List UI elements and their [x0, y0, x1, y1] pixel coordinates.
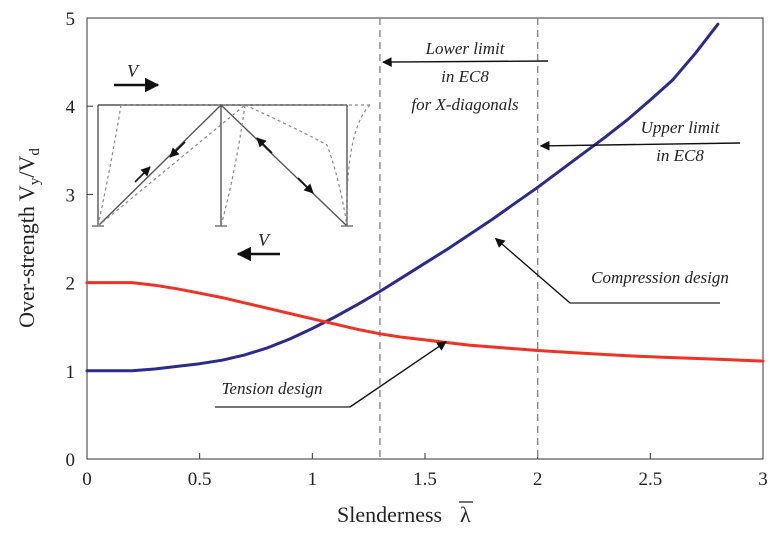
- annotation-1-arrow: [381, 57, 549, 67]
- y-tick-label: 1: [66, 362, 76, 383]
- y-axis-math-sub2: d: [27, 148, 43, 156]
- y-tick-label: 4: [66, 97, 76, 118]
- series-line-compression: [85, 22, 720, 373]
- x-tick-label: 0: [82, 469, 92, 490]
- annotation-2-arrow: [539, 140, 741, 151]
- y-tick-label: 3: [66, 185, 76, 206]
- annotation-1-line-2: in EC8: [441, 67, 489, 86]
- annotation-1-line-1: Lower limit: [425, 39, 506, 58]
- x-tick-label: 2.5: [638, 469, 662, 490]
- x-axis-label: Slenderness: [337, 502, 442, 527]
- annotation-2-line-1: Upper limit: [641, 118, 721, 137]
- y-tick-label: 2: [66, 274, 76, 295]
- frame-arrows: [114, 77, 314, 262]
- frame-label-top: V: [127, 61, 140, 81]
- y-tick-label: 5: [66, 9, 76, 30]
- y-tick-label: 0: [66, 450, 76, 471]
- x-tick-label: 3: [758, 469, 768, 490]
- annotation-3-line-1: Compression design: [591, 268, 729, 287]
- x-tick-label: 0.5: [188, 469, 212, 490]
- frame-label-bottom: V: [258, 230, 271, 250]
- x-tick-label: 1: [308, 469, 318, 490]
- y-axis-math-v1: V: [14, 185, 39, 201]
- limit-lines: [379, 18, 539, 459]
- plot-area-frame: [86, 17, 764, 460]
- x-tick-label: 2: [533, 469, 543, 490]
- y-axis-math-v2: V: [14, 156, 39, 172]
- frame-diagram: [92, 104, 371, 227]
- svg-text:Over-strength Vy/Vd: Over-strength Vy/Vd: [14, 148, 43, 328]
- y-axis-math-sep: /: [14, 171, 39, 178]
- annotation-4-arrow: [349, 341, 447, 408]
- series-layer: [85, 22, 765, 373]
- y-axis-label: Over-strength Vy/Vd: [14, 148, 43, 328]
- annotations-layer: Lower limit in EC8 for X-diagonals Upper li…: [215, 39, 741, 408]
- series-line-tension: [85, 281, 765, 363]
- annotation-4-line-1: Tension design: [222, 379, 323, 398]
- x-tick-label: 1.5: [413, 469, 437, 490]
- annotation-2-line-2: in EC8: [656, 146, 704, 165]
- x-axis-symbol: λ: [460, 502, 471, 527]
- y-axis-math-sub1: y: [27, 177, 43, 185]
- y-axis-label-text: Over-strength: [14, 206, 39, 328]
- axis-ticks: 0 0.5 1 1.5 2 2.5 3 0 1 2 3 4 5: [66, 9, 768, 490]
- annotation-1-line-3: for X-diagonals: [411, 95, 519, 114]
- annotation-3-arrow: [494, 237, 571, 304]
